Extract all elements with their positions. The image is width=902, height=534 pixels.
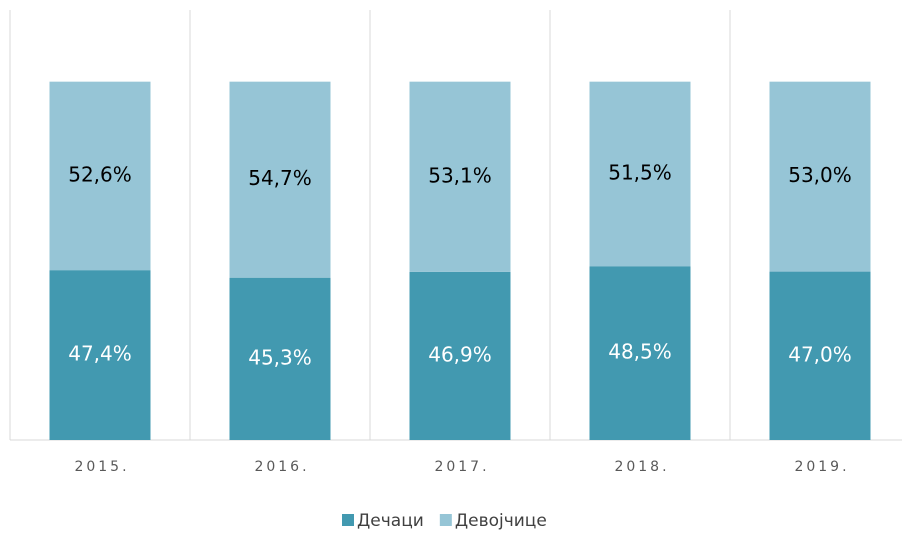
- value-label: 54,7%: [248, 166, 312, 190]
- value-label: 46,9%: [428, 342, 492, 366]
- x-tick-label: 2019.: [794, 459, 849, 475]
- bar-segment: [49, 270, 151, 440]
- bar-segment: [769, 271, 871, 440]
- bar-segment: [229, 277, 331, 440]
- bar-segment: [49, 81, 151, 271]
- legend-label: Дечаци: [357, 511, 424, 531]
- bar-segment: [589, 266, 691, 440]
- x-tick-label: 2015.: [74, 459, 129, 475]
- legend-swatch: [439, 514, 452, 526]
- bar-segment: [769, 81, 871, 272]
- legend-swatch: [342, 514, 354, 526]
- value-label: 48,5%: [608, 340, 672, 364]
- value-label: 53,1%: [428, 163, 492, 187]
- value-label: 45,3%: [248, 345, 312, 369]
- bar-segment: [229, 81, 331, 278]
- bar-segment: [409, 271, 511, 440]
- value-label: 47,0%: [788, 342, 852, 366]
- value-label: 52,6%: [68, 162, 132, 186]
- bar-segment: [589, 81, 691, 267]
- x-tick-label: 2017.: [434, 459, 489, 475]
- x-tick-label: 2016.: [254, 459, 309, 475]
- value-label: 53,0%: [788, 163, 852, 187]
- value-label: 51,5%: [608, 160, 672, 184]
- x-tick-label: 2018.: [614, 459, 669, 475]
- bar-segment: [409, 81, 511, 272]
- legend-label: Девојчице: [455, 511, 547, 531]
- value-label: 47,4%: [68, 342, 132, 366]
